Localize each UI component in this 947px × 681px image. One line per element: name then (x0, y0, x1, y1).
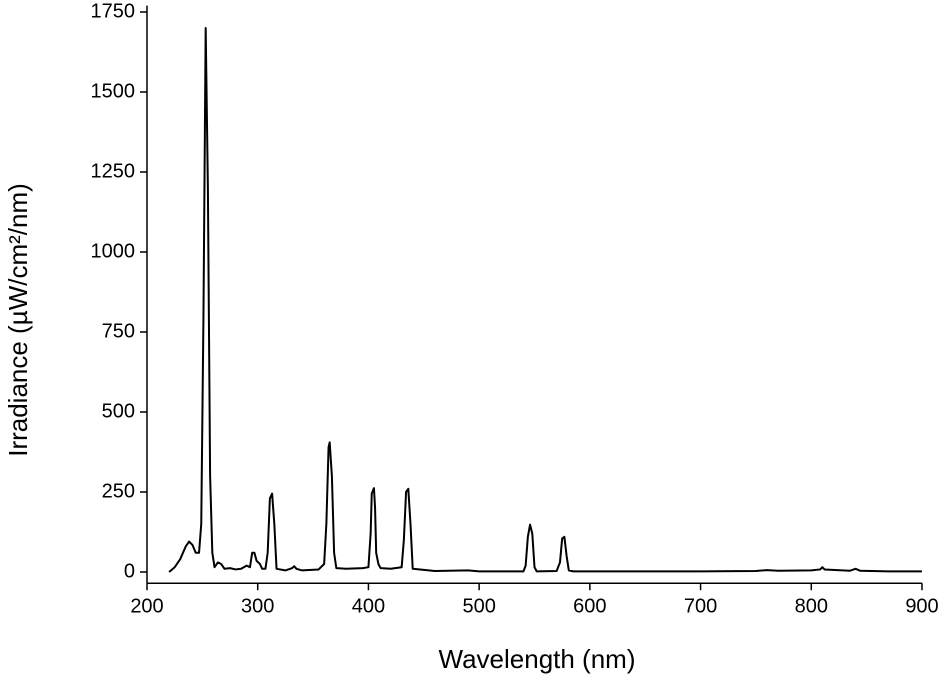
y-tick-label: 0 (124, 560, 135, 582)
x-tick-label: 600 (573, 595, 606, 617)
y-tick-label: 500 (102, 400, 135, 422)
y-tick-label: 1250 (91, 160, 136, 182)
x-tick-label: 900 (905, 595, 938, 617)
x-tick-label: 500 (462, 595, 495, 617)
y-tick-label: 1750 (91, 0, 136, 22)
x-tick-label: 400 (352, 595, 385, 617)
y-tick-label: 750 (102, 320, 135, 342)
y-axis-label: Irradiance (µW/cm²/nm) (3, 183, 33, 457)
spectrum-line (168, 27, 922, 573)
y-tick-label: 250 (102, 480, 135, 502)
x-tick-label: 800 (795, 595, 828, 617)
y-tick-label: 1000 (91, 240, 136, 262)
x-axis-label: Wavelength (nm) (439, 644, 636, 674)
x-tick-label: 700 (684, 595, 717, 617)
y-tick-label: 1500 (91, 80, 136, 102)
x-tick-label: 200 (130, 595, 163, 617)
x-tick-label: 300 (241, 595, 274, 617)
